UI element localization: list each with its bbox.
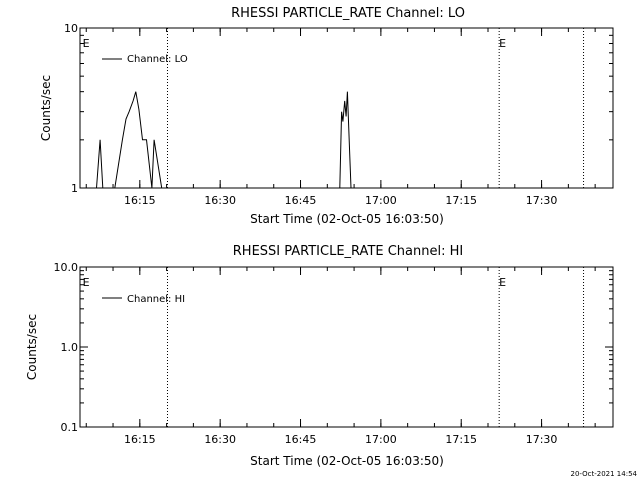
hi-y-tick-label: 0.1 xyxy=(61,421,79,434)
lo-x-tick-label: 17:00 xyxy=(365,194,397,207)
lo-y-tick-label: 1 xyxy=(71,182,78,195)
hi-legend-label: Channel: HI xyxy=(127,294,185,305)
lo-x-tick-label: 16:45 xyxy=(285,194,317,207)
generation-timestamp: 20-Oct-2021 14:54 xyxy=(571,470,638,478)
lo-event-marker: E xyxy=(499,37,506,50)
hi-event-marker: E xyxy=(83,276,90,289)
hi-y-axis-label: Counts/sec xyxy=(25,314,39,380)
hi-y-tick-label: 1.0 xyxy=(61,341,79,354)
hi-x-tick-label: 16:15 xyxy=(124,433,156,446)
lo-x-tick-label: 17:15 xyxy=(445,194,477,207)
lo-legend-label: Channel: LO xyxy=(127,54,188,65)
hi-x-tick-label: 17:00 xyxy=(365,433,397,446)
lo-x-tick-label: 17:30 xyxy=(526,194,558,207)
hi-x-tick-label: 16:30 xyxy=(204,433,236,446)
hi-x-axis-label: Start Time (02-Oct-05 16:03:50) xyxy=(250,454,444,468)
hi-event-marker: E xyxy=(499,276,506,289)
hi-x-tick-label: 17:30 xyxy=(526,433,558,446)
hi-x-tick-label: 16:45 xyxy=(285,433,317,446)
lo-y-axis-label: Counts/sec xyxy=(39,75,53,141)
lo-y-tick-label: 10 xyxy=(64,22,78,35)
lo-x-tick-label: 16:15 xyxy=(124,194,156,207)
hi-chart-title: RHESSI PARTICLE_RATE Channel: HI xyxy=(233,244,463,259)
hi-x-tick-label: 17:15 xyxy=(445,433,477,446)
lo-chart-title: RHESSI PARTICLE_RATE Channel: LO xyxy=(231,6,465,21)
lo-x-tick-label: 16:30 xyxy=(204,194,236,207)
hi-y-tick-label: 10.0 xyxy=(54,261,79,274)
lo-x-axis-label: Start Time (02-Oct-05 16:03:50) xyxy=(250,212,444,226)
lo-event-marker: E xyxy=(83,37,90,50)
